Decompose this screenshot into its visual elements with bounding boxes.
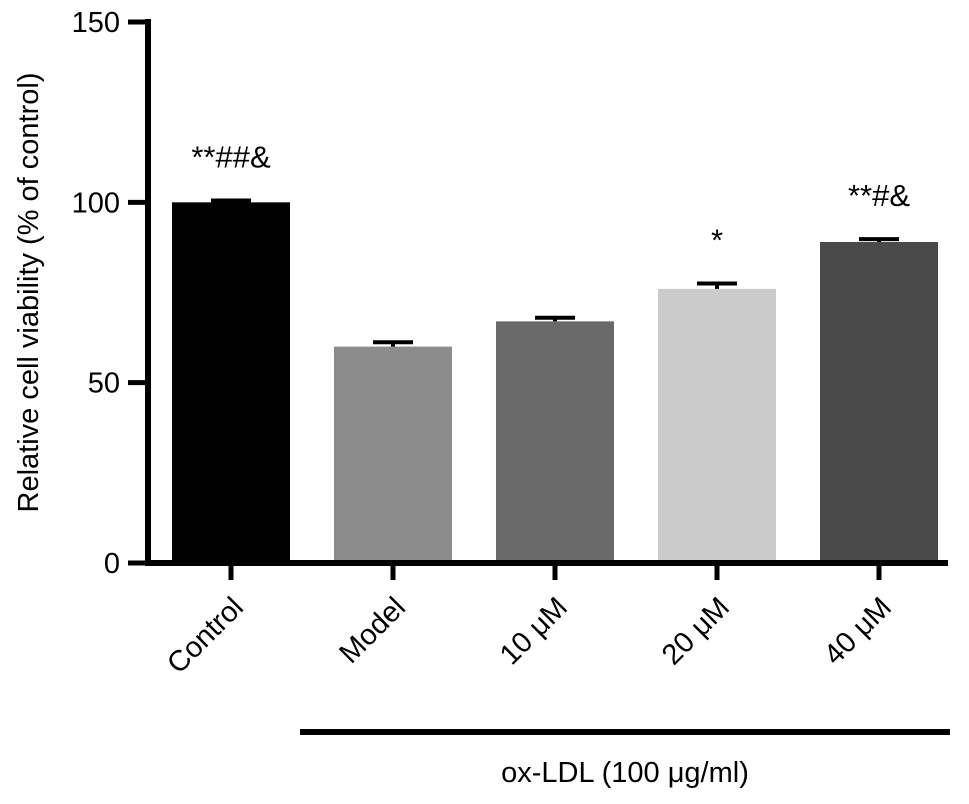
bar-model <box>334 346 452 563</box>
annotation-control: **##& <box>191 140 271 175</box>
y-tick-label-100: 100 <box>72 187 120 219</box>
ox-ldl-group-label: ox-LDL (100 μg/ml) <box>501 757 749 789</box>
bar-10-m <box>496 321 614 563</box>
bar-20-m <box>658 288 776 563</box>
x-tick-label-20-m: 20 μM <box>656 591 736 671</box>
bar-40-m <box>820 242 938 564</box>
x-tick-label-control: Control <box>161 591 250 680</box>
bars-layer <box>172 198 938 564</box>
x-tick-label-10-m: 10 μM <box>494 591 574 671</box>
annotation-40-m: **#& <box>848 178 910 213</box>
x-tick-label-40-m: 40 μM <box>818 591 898 671</box>
bar-control <box>172 202 290 564</box>
y-tick-label-50: 50 <box>88 368 120 400</box>
y-tick-label-0: 0 <box>104 548 120 580</box>
annotation-20-m: * <box>711 222 723 257</box>
y-tick-label-150: 150 <box>72 7 120 39</box>
axes-layer <box>128 19 948 580</box>
x-tick-label-model: Model <box>333 591 411 669</box>
y-axis-title: Relative cell viability (% of control) <box>13 73 45 513</box>
